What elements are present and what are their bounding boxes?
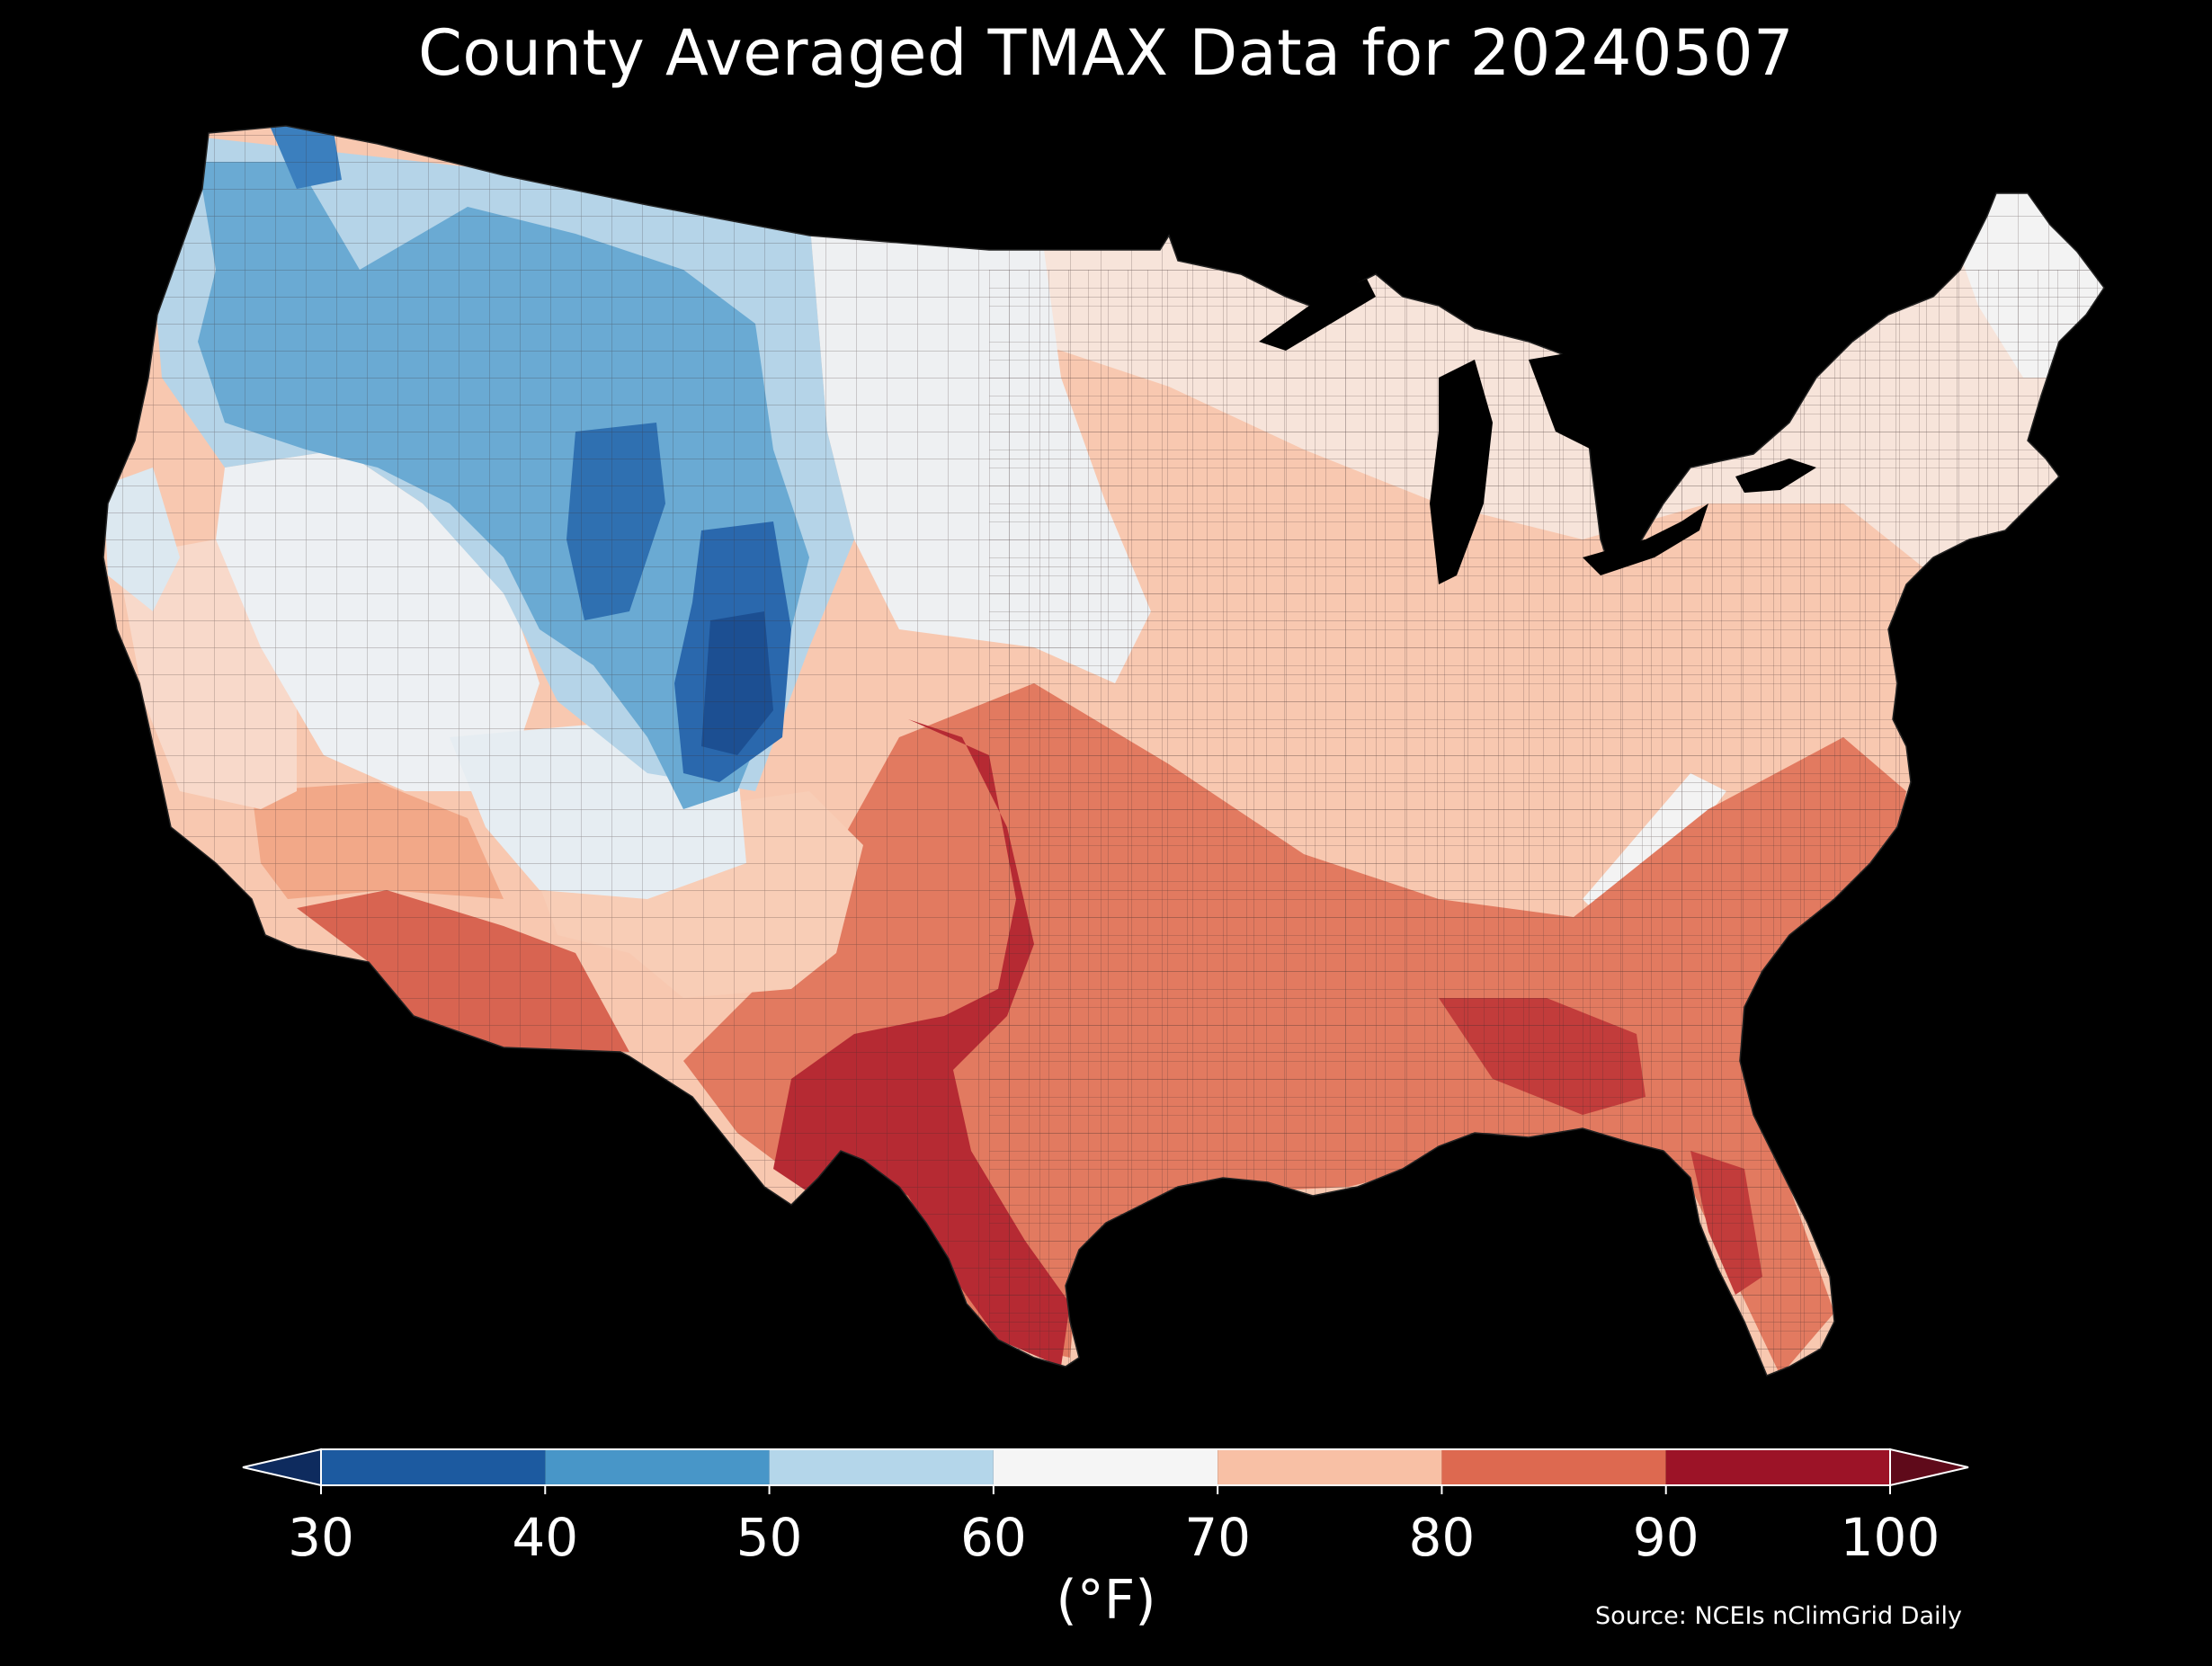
colorbar-bin-5 bbox=[1441, 1449, 1666, 1485]
colorbar-tick-label: 70 bbox=[1184, 1507, 1251, 1568]
colorbar-under-arrow bbox=[242, 1448, 322, 1487]
colorbar-bin-3 bbox=[993, 1449, 1218, 1485]
colorbar-bin-6 bbox=[1665, 1449, 1890, 1485]
colorbar-tick-label: 40 bbox=[512, 1507, 578, 1568]
source-credit: Source: NCEIs nClimGrid Daily bbox=[1595, 1602, 1962, 1630]
colorbar-over-arrow bbox=[1889, 1448, 1969, 1487]
map-title: County Averaged TMAX Data for 20240507 bbox=[417, 16, 1795, 90]
colorbar-bin-4 bbox=[1217, 1449, 1442, 1485]
colorbar-tick-label: 30 bbox=[288, 1507, 354, 1568]
colorbar-tick-label: 60 bbox=[960, 1507, 1027, 1568]
colorbar-frame bbox=[320, 1448, 1891, 1486]
great-lakes bbox=[1259, 279, 1816, 584]
colorbar-tick-label: 100 bbox=[1841, 1507, 1940, 1568]
colorbar-bin-2 bbox=[769, 1449, 994, 1485]
colorbar-bin-0 bbox=[321, 1449, 546, 1485]
colorbar-tick-label: 90 bbox=[1633, 1507, 1699, 1568]
colorbar-tick-label: 50 bbox=[736, 1507, 803, 1568]
colorbar-units-label: (°F) bbox=[1056, 1569, 1156, 1632]
colorbar-tick-label: 80 bbox=[1409, 1507, 1476, 1568]
colorbar-bin-1 bbox=[545, 1449, 770, 1485]
